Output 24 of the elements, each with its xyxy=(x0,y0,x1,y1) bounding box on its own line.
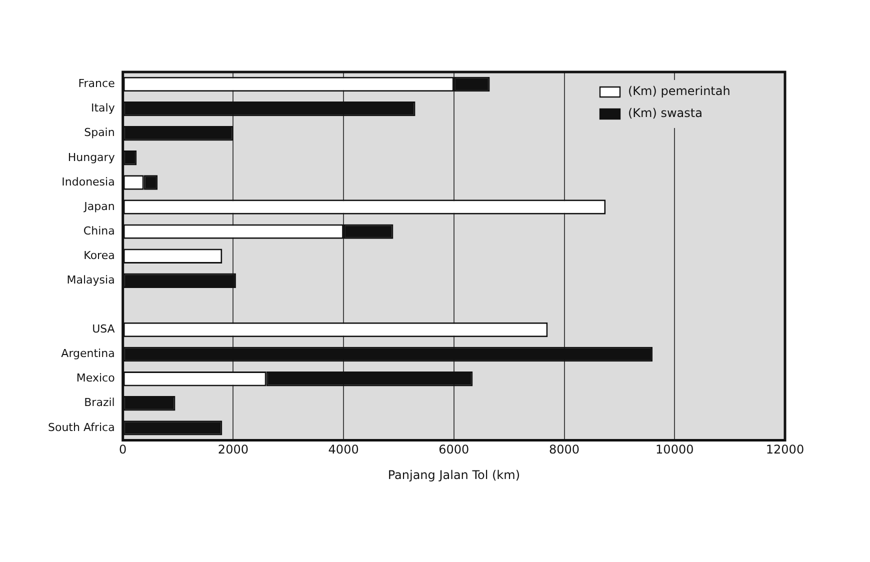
legend-label: (Km) swasta xyxy=(628,106,702,120)
y-tick-label: Malaysia xyxy=(66,274,115,287)
y-tick-label: USA xyxy=(92,322,116,336)
legend-label: (Km) pemerintah xyxy=(628,84,730,98)
y-tick-label: Japan xyxy=(83,200,115,213)
x-tick-label: 12000 xyxy=(766,442,804,457)
y-tick-label: Argentina xyxy=(61,347,115,360)
x-tick-label: 6000 xyxy=(438,442,470,457)
y-tick-label: France xyxy=(78,77,116,90)
y-tick-label: Hungary xyxy=(68,150,116,164)
x-tick-label: 4000 xyxy=(328,442,359,457)
x-tick-label: 8000 xyxy=(549,442,580,457)
x-tick-label: 0 xyxy=(119,442,127,457)
y-tick-label: China xyxy=(83,224,115,238)
y-tick-label: Indonesia xyxy=(62,175,115,188)
x-tick-label: 10000 xyxy=(656,442,694,457)
y-tick-label: Mexico xyxy=(76,372,116,385)
y-tick-label: South Africa xyxy=(48,420,115,434)
x-axis-title: Panjang Jalan Tol (km) xyxy=(388,468,520,482)
y-tick-label: Brazil xyxy=(84,396,115,410)
y-tick-label: Korea xyxy=(84,248,115,262)
x-tick-label: 2000 xyxy=(218,442,248,457)
y-tick-label: Italy xyxy=(90,102,116,115)
y-tick-label: Spain xyxy=(84,126,115,140)
